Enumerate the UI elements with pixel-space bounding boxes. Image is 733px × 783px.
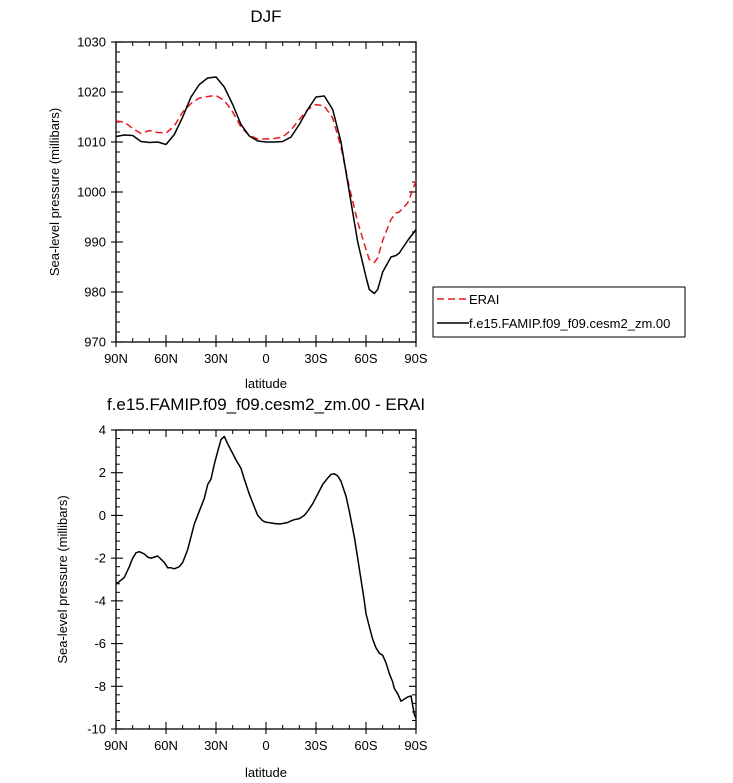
- x-tick-label: 30N: [204, 351, 228, 366]
- y-tick-label: -4: [94, 593, 106, 608]
- x-tick-label: 0: [262, 351, 269, 366]
- y-tick-label: 1020: [77, 85, 106, 100]
- y-axis-label: Sea-level pressure (millibars): [55, 495, 70, 663]
- x-tick-label: 60N: [154, 738, 178, 753]
- series-line-1: [115, 76, 417, 295]
- y-tick-label: -8: [94, 679, 106, 694]
- y-tick-label: 2: [99, 465, 106, 480]
- y-tick-label: 4: [99, 423, 106, 438]
- chart-title: f.e15.FAMIP.f09_f09.cesm2_zm.00 - ERAI: [107, 395, 425, 414]
- x-tick-label: 90S: [404, 738, 427, 753]
- legend-box: [432, 286, 686, 338]
- y-tick-label: -2: [94, 551, 106, 566]
- plot-frame: [115, 41, 417, 343]
- y-tick-label: 1030: [77, 35, 106, 50]
- series-line-0: [115, 435, 417, 719]
- x-tick-label: 90S: [404, 351, 427, 366]
- chart-title: DJF: [250, 7, 281, 26]
- y-tick-label: 1000: [77, 185, 106, 200]
- plot-frame: [115, 429, 417, 730]
- x-tick-label: 90N: [104, 351, 128, 366]
- series-line-0: [115, 94, 417, 264]
- x-tick-label: 60S: [354, 351, 377, 366]
- x-tick-label: 30S: [304, 351, 327, 366]
- y-tick-label: -6: [94, 636, 106, 651]
- y-axis-label: Sea-level pressure (millibars): [47, 108, 62, 276]
- x-tick-label: 30S: [304, 738, 327, 753]
- legend-label-1: f.e15.FAMIP.f09_f09.cesm2_zm.00: [469, 316, 670, 331]
- x-tick-label: 60N: [154, 351, 178, 366]
- y-tick-label: 990: [84, 235, 106, 250]
- legend-label-0: ERAI: [469, 292, 499, 307]
- y-tick-label: 0: [99, 508, 106, 523]
- y-tick-label: 980: [84, 285, 106, 300]
- y-tick-label: 1010: [77, 135, 106, 150]
- y-tick-label: -10: [87, 722, 106, 737]
- x-axis-label: latitude: [245, 765, 287, 780]
- y-tick-label: 970: [84, 335, 106, 350]
- x-axis-label: latitude: [245, 376, 287, 391]
- x-tick-label: 30N: [204, 738, 228, 753]
- x-tick-label: 0: [262, 738, 269, 753]
- x-tick-label: 60S: [354, 738, 377, 753]
- x-tick-label: 90N: [104, 738, 128, 753]
